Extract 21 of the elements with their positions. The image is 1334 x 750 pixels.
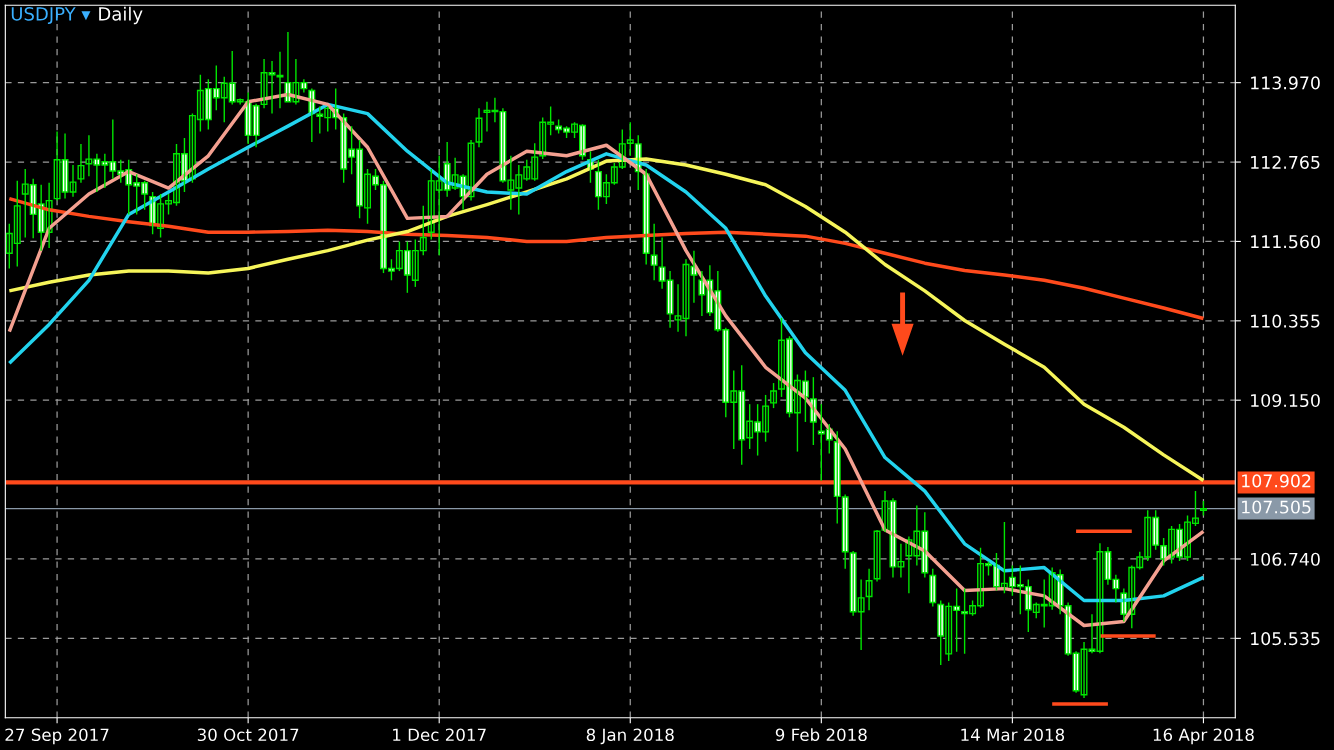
y-tick-label: 105.535 bbox=[1251, 632, 1320, 646]
y-tick-label: 109.150 bbox=[1251, 393, 1320, 408]
line-series bbox=[7, 196, 1206, 321]
y-tick-label: 110.355 bbox=[1251, 314, 1320, 328]
y-tick-label: 112.765 bbox=[1251, 155, 1320, 169]
candlestick bbox=[770, 382, 778, 409]
x-tick-label: 1 Dec 2017 bbox=[393, 728, 486, 742]
x-tick-label: 16 Apr 2018 bbox=[1153, 728, 1254, 745]
chart-subtitle: Daily bbox=[99, 6, 143, 25]
x-tick-label: 8 Jan 2018 bbox=[586, 728, 674, 745]
x-tick-label: 9 Feb 2018 bbox=[775, 728, 867, 742]
y-tick-label: 113.970 bbox=[1251, 76, 1320, 90]
x-tick-label: 27 Sep 2017 bbox=[5, 728, 109, 745]
ref-line-label: 107.902 bbox=[1242, 474, 1311, 488]
x-tick-label: 14 Mar 2018 bbox=[961, 728, 1065, 742]
chart-title: USDJPY ▾ bbox=[11, 6, 91, 25]
y-tick-label: 111.560 bbox=[1251, 235, 1320, 249]
line-series bbox=[7, 157, 1206, 483]
x-tick-label: 30 Oct 2017 bbox=[197, 728, 299, 742]
y-tick-label: 106.740 bbox=[1251, 552, 1320, 566]
ref-line-label: 107.505 bbox=[1242, 500, 1311, 514]
